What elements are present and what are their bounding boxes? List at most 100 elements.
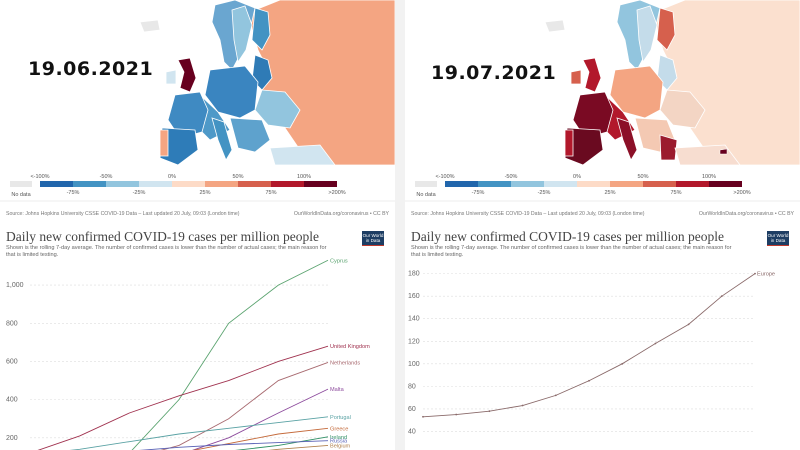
source-text: Source: Johns Hopkins University CSSE CO…	[6, 211, 240, 217]
series-line-malta	[192, 388, 329, 450]
series-line-ireland	[234, 436, 329, 450]
source-link[interactable]: OurWorldInData.org/coronavirus • CC BY	[293, 211, 389, 217]
legend-top-label: <-100%	[30, 174, 49, 180]
series-point	[621, 362, 624, 365]
series-point	[554, 394, 557, 397]
y-tick-label: 800	[6, 320, 18, 327]
legend-bottom-label: -75%	[67, 190, 80, 196]
series-line-netherlands	[160, 361, 329, 450]
panel-separator	[395, 0, 405, 450]
legend-swatch	[511, 181, 544, 187]
series-label: Ireland	[330, 435, 347, 441]
legend-swatch	[676, 181, 709, 187]
series-point	[521, 404, 524, 407]
legend-swatch	[478, 181, 511, 187]
legend-bottom-label: -75%	[472, 190, 485, 196]
y-tick-label: 1,000	[6, 282, 24, 289]
logo-line-2: in Data	[365, 238, 381, 243]
left-panel: 19.06.2021 No data <-100% -50% 0% 50% 100% -75…	[0, 0, 395, 450]
series-point	[455, 413, 458, 416]
y-tick-label: 140	[408, 316, 420, 323]
source-link[interactable]: OurWorldInData.org/coronavirus • CC BY	[698, 211, 794, 217]
right-panel: 19.07.2021 No data <-100% -50% 0% 50% 100% -75…	[405, 0, 800, 450]
series-line-belgium	[268, 445, 329, 450]
y-tick-label: 80	[408, 383, 416, 390]
logo-line-1: Our World	[767, 233, 789, 238]
legend-top-label: 100%	[297, 174, 311, 180]
y-tick-label: 60	[408, 406, 416, 413]
legend-swatch	[271, 181, 304, 187]
owid-logo[interactable]: Our World in Data	[767, 231, 789, 246]
legend-swatch-nodata	[10, 181, 32, 187]
series-line-portugal	[69, 416, 329, 450]
y-tick-label: 120	[408, 338, 420, 345]
series-label: Europe	[757, 272, 775, 278]
series-line-greece	[192, 427, 329, 450]
legend-top-label: -50%	[100, 174, 113, 180]
source-text: Source: Johns Hopkins University CSSE CO…	[411, 211, 645, 217]
chart-subtitle: Shown is the rolling 7-day average. The …	[6, 245, 327, 258]
legend-bottom-label: 75%	[265, 190, 276, 196]
legend-bottom-label: 25%	[199, 190, 210, 196]
series-point	[588, 379, 590, 382]
y-tick-label: 400	[6, 397, 18, 404]
date-label: 19.07.2021	[431, 62, 557, 84]
line-chart-europe: 40 60 80 100 120 140 160 180 Europe	[408, 271, 775, 436]
legend-bottom-label: -25%	[538, 190, 551, 196]
series-point	[654, 342, 657, 345]
series-label: Netherlands	[330, 360, 360, 366]
legend-swatch	[610, 181, 643, 187]
legend-bottom-label: >200%	[733, 190, 750, 196]
legend-bottom-label: 75%	[670, 190, 681, 196]
legend-top-label: 50%	[232, 174, 243, 180]
legend-swatch	[139, 181, 172, 187]
chart-title: Daily new confirmed COVID-19 cases per m…	[6, 229, 320, 244]
map-legend: No data <-100% -50% 0% 50% 100% -75% -25% 25% 75%…	[0, 172, 395, 202]
legend-swatch	[445, 181, 478, 187]
series-label: Russia	[330, 439, 348, 445]
legend-top-label: 0%	[573, 174, 581, 180]
series-line-russia	[138, 440, 329, 450]
series-line-cyprus	[131, 259, 329, 450]
series-point	[488, 410, 491, 413]
legend-swatch	[172, 181, 205, 187]
legend-nodata-label: No data	[11, 192, 31, 198]
y-tick-label: 180	[408, 271, 420, 278]
y-tick-label: 600	[6, 358, 18, 365]
legend-top-label: 0%	[168, 174, 176, 180]
series-label: Malta	[330, 387, 345, 393]
y-tick-label: 200	[6, 435, 18, 442]
series-point	[754, 272, 756, 275]
series-label: Portugal	[330, 415, 351, 421]
legend-swatch	[205, 181, 238, 187]
y-tick-label: 40	[408, 428, 416, 435]
legend-swatch	[106, 181, 139, 187]
legend-swatch	[238, 181, 271, 187]
legend-top-label: -50%	[505, 174, 518, 180]
map-legend: No data <-100% -50% 0% 50% 100% -75% -25% 25% 75%…	[405, 172, 800, 202]
legend-swatch-nodata	[415, 181, 437, 187]
line-chart-countries: 200 400 600 800 1,000 Cyprus United Kingdom Net…	[6, 258, 370, 450]
series-line-united-kingdom	[37, 345, 329, 450]
legend-top-label: 100%	[702, 174, 716, 180]
legend-top-label: 50%	[637, 174, 648, 180]
owid-logo[interactable]: Our World in Data	[362, 231, 384, 246]
series-line-europe	[422, 273, 756, 418]
date-label: 19.06.2021	[28, 58, 154, 80]
logo-line-2: in Data	[770, 238, 786, 243]
legend-swatch	[577, 181, 610, 187]
y-tick-label: 160	[408, 293, 420, 300]
legend-bottom-label: >200%	[328, 190, 345, 196]
series-label: Cyprus	[330, 258, 348, 264]
europe-map-june	[0, 0, 395, 172]
legend-nodata-label: No data	[416, 192, 436, 198]
legend-bottom-label: -25%	[133, 190, 146, 196]
legend-top-label: <-100%	[435, 174, 454, 180]
chart-subtitle: Shown is the rolling 7-day average. The …	[411, 245, 732, 258]
legend-bottom-label: 25%	[604, 190, 615, 196]
legend-swatch	[643, 181, 676, 187]
series-label: Greece	[330, 426, 348, 432]
legend-swatch	[73, 181, 106, 187]
series-point	[422, 415, 424, 418]
series-label: Belgium	[330, 443, 351, 449]
